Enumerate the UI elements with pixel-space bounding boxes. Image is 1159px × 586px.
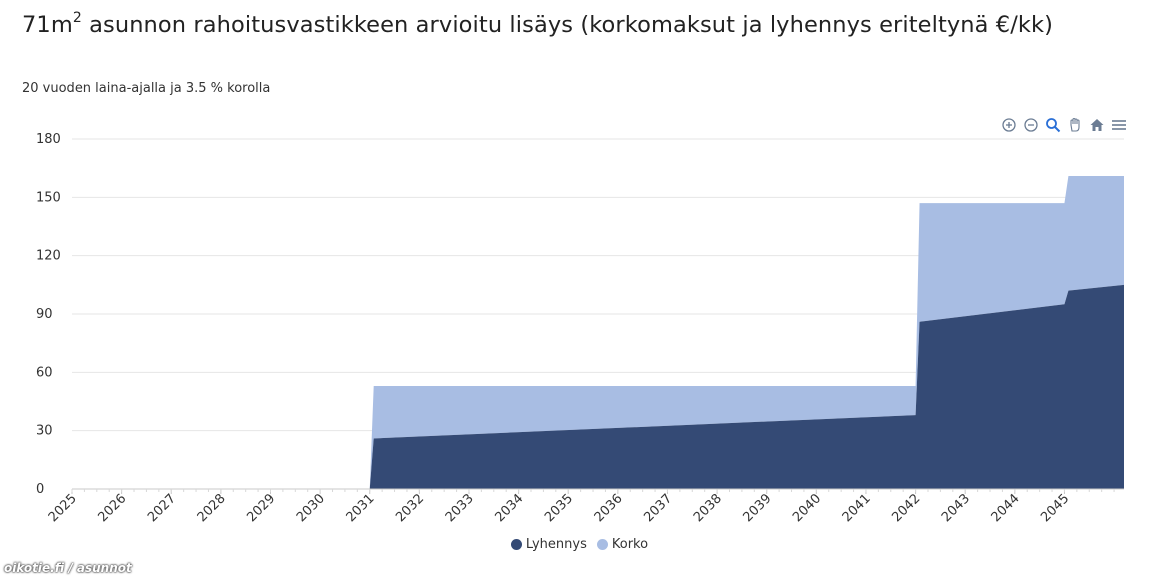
- x-tick-label: 2026: [95, 491, 129, 525]
- menu-icon[interactable]: [1110, 116, 1128, 134]
- y-tick-label: 180: [36, 132, 61, 147]
- x-tick-label: 2045: [1038, 491, 1072, 525]
- x-tick-label: 2032: [393, 491, 427, 525]
- zoom-in-icon[interactable]: [1000, 116, 1018, 134]
- legend-marker: [510, 539, 522, 550]
- x-tick-label: 2028: [195, 491, 229, 525]
- x-tick-label: 2030: [294, 491, 328, 525]
- title-main: 71m: [22, 12, 73, 38]
- legend-label: Korko: [611, 537, 649, 552]
- x-tick-label: 2035: [542, 491, 576, 525]
- x-tick-label: 2038: [691, 491, 725, 525]
- chart-legend: Lyhennys Korko: [0, 537, 1159, 552]
- x-tick-label: 2037: [641, 491, 675, 525]
- title-superscript: 2: [72, 10, 82, 26]
- y-tick-label: 90: [36, 307, 53, 322]
- legend-item-korko[interactable]: Korko: [596, 537, 649, 552]
- x-tick-label: 2031: [344, 491, 378, 525]
- y-tick-label: 60: [36, 365, 53, 380]
- series-area-korko: [72, 175, 1124, 489]
- chart-toolbar: [1000, 116, 1128, 134]
- title-rest: asunnon rahoitusvastikkeen arvioitu lisä…: [81, 12, 1054, 38]
- x-tick-label: 2041: [840, 491, 874, 525]
- x-tick-label: 2044: [989, 491, 1023, 525]
- pan-hand-icon[interactable]: [1066, 116, 1084, 134]
- zoom-out-icon[interactable]: [1022, 116, 1040, 134]
- y-tick-label: 30: [36, 424, 53, 439]
- home-reset-icon[interactable]: [1088, 116, 1106, 134]
- x-tick-label: 2040: [790, 491, 824, 525]
- zoom-selection-icon[interactable]: [1044, 116, 1062, 134]
- y-tick-label: 0: [36, 482, 44, 497]
- x-tick-label: 2027: [145, 491, 179, 525]
- chart-subtitle: 20 vuoden laina-ajalla ja 3.5 % korolla: [22, 81, 271, 96]
- chart-title: 71m2 asunnon rahoitusvastikkeen arvioitu…: [22, 10, 1132, 41]
- y-tick-label: 120: [36, 249, 61, 264]
- x-tick-label: 2043: [939, 491, 973, 525]
- x-tick-label: 2033: [443, 491, 477, 525]
- x-tick-label: 2034: [492, 491, 526, 525]
- legend-marker: [596, 539, 608, 550]
- x-tick-label: 2036: [592, 491, 626, 525]
- x-tick-label: 2025: [46, 491, 80, 525]
- x-tick-label: 2042: [889, 491, 923, 525]
- series-area-lyhennys: [72, 284, 1124, 489]
- x-tick-label: 2029: [244, 491, 278, 525]
- y-tick-label: 150: [36, 190, 61, 205]
- x-tick-label: 2039: [741, 491, 775, 525]
- legend-label: Lyhennys: [525, 537, 587, 552]
- legend-item-lyhennys[interactable]: Lyhennys: [510, 537, 587, 552]
- watermark: oikotie.fi / asunnot: [4, 561, 132, 575]
